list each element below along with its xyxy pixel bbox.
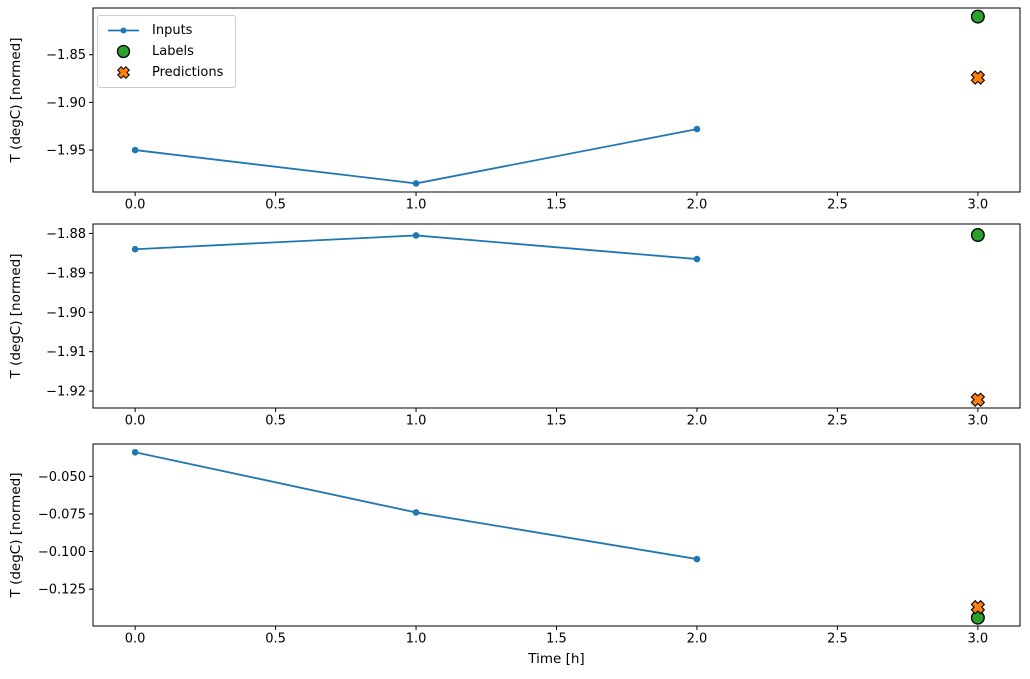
inputs-marker [131,448,139,456]
axes-frame [92,443,1021,627]
labels-marker [970,610,985,625]
legend-label-inputs: Inputs [152,23,193,38]
x-tick-label: 0.0 [125,632,146,647]
x-tick-label: 3.0 [968,414,989,429]
labels-marker [970,228,985,243]
inputs-marker [412,180,420,187]
legend-label-labels: Labels [152,44,194,59]
labels-marker [970,9,985,24]
y-axis-label-subplot-3: T (degC) [normed] [8,472,24,598]
x-axis-label: Time [h] [528,651,585,667]
x-tick-label: 0.5 [265,414,286,429]
x-tick-label: 1.5 [546,632,567,647]
legend-entry-labels: Labels [107,42,223,61]
predictions-marker [970,392,986,408]
y-tick-label: −1.92 [46,385,86,400]
y-tick-label: −0.075 [38,507,86,522]
y-axis-label-subplot-1: T (degC) [normed] [8,37,24,163]
x-tick-label: 2.5 [827,632,848,647]
legend-entry-inputs: Inputs [107,21,223,40]
inputs-marker [131,146,139,154]
line-dot-icon [107,23,140,38]
x-tick-label: 1.5 [546,414,567,429]
inputs-marker [693,555,701,563]
y-tick-label: −1.89 [46,266,86,281]
y-tick-label: −0.125 [38,583,86,598]
x-tick-label: 1.0 [406,198,427,213]
legend-entry-predictions: Predictions [107,63,223,82]
x-tick-label: 3.0 [968,198,989,213]
predictions-marker [970,599,986,615]
legend-label-predictions: Predictions [152,65,224,80]
inputs-marker [693,125,701,133]
x-tick-label: 2.5 [827,198,848,213]
inputs-line [135,234,698,260]
inputs-line [135,128,698,185]
x-tick-label: 2.5 [827,414,848,429]
axes-frame [92,7,1021,193]
y-tick-label: −1.88 [46,227,86,242]
y-tick-label: −0.050 [38,470,86,485]
axes-frame [92,223,1021,409]
inputs-line [134,451,698,560]
x-tick-label: 2.0 [687,198,708,213]
y-tick-label: −1.90 [46,306,86,321]
legend: Inputs Labels Predictions [97,15,237,88]
y-tick-label: −1.85 [46,48,86,63]
x-tick-label: 1.0 [406,632,427,647]
x-tick-label: 2.0 [687,632,708,647]
inputs-marker [131,245,139,253]
circle-icon [107,44,140,59]
inputs-marker [412,509,420,516]
x-tick-label: 3.0 [968,632,989,647]
subplot-3: 0.0 0.5 1.0 1.5 2.0 2.5 3.0 −0.050 −0.075 −0.100 −… [38,443,1021,647]
y-tick-label: −1.90 [46,96,86,111]
y-tick-label: −0.100 [38,545,86,560]
x-icon [107,65,140,80]
y-axis-label-subplot-2: T (degC) [normed] [8,253,24,379]
x-tick-label: 1.0 [406,414,427,429]
y-tick-label: −1.95 [46,144,86,159]
subplot-1: 0.0 0.5 1.0 1.5 2.0 2.5 3.0 −1.85 −1.90 −1.95 [46,7,1021,213]
x-tick-label: 0.5 [265,632,286,647]
x-tick-label: 0.0 [125,198,146,213]
x-tick-label: 2.0 [687,414,708,429]
x-tick-label: 0.0 [125,414,146,429]
inputs-marker [693,255,701,263]
x-tick-label: 0.5 [265,198,286,213]
inputs-marker [412,232,420,239]
y-tick-label: −1.91 [46,345,86,360]
predictions-marker [970,70,986,85]
x-tick-label: 1.5 [546,198,567,213]
subplot-2: 0.0 0.5 1.0 1.5 2.0 2.5 3.0 −1.88 −1.89 −1.90 −1.9… [46,223,1021,429]
